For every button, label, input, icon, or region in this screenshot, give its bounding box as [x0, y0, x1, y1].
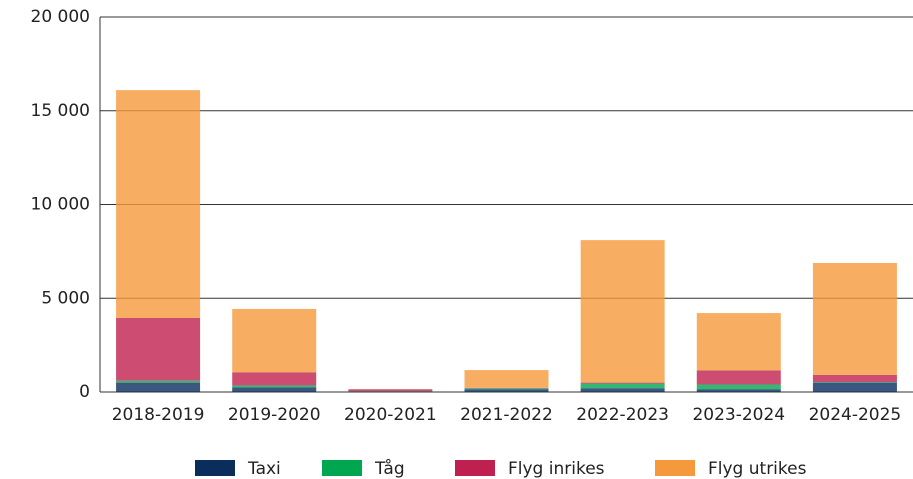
legend-swatch — [455, 460, 495, 476]
bar-segment — [580, 383, 665, 389]
legend-label: Flyg utrikes — [708, 459, 807, 479]
bar-segment — [348, 389, 433, 392]
legend-label: Flyg inrikes — [508, 459, 605, 479]
y-tick-label: 10 000 — [31, 195, 90, 215]
x-tick-label: 2022-2023 — [576, 405, 669, 425]
bar-segment — [464, 388, 549, 390]
bar-segment — [812, 374, 897, 383]
legend-label: Tåg — [374, 458, 405, 479]
x-tick-label: 2024-2025 — [809, 405, 902, 425]
bar-segment — [812, 263, 897, 375]
bar-segment — [696, 370, 781, 385]
bar-segment — [464, 389, 549, 392]
legend-swatch — [655, 460, 695, 476]
bar-segment — [580, 240, 665, 383]
x-tick-label: 2019-2020 — [228, 405, 321, 425]
y-tick-label: 15 000 — [31, 101, 90, 121]
bar-segment — [232, 385, 317, 388]
legend-swatch — [322, 460, 362, 476]
x-tick-label: 2023-2024 — [692, 405, 785, 425]
bar-segment — [580, 388, 665, 392]
bar-segment — [232, 372, 317, 386]
bar-segment — [232, 387, 317, 392]
bar-segment — [464, 370, 549, 388]
y-tick-label: 5 000 — [41, 288, 90, 308]
bar-segment — [696, 313, 781, 371]
bar-segment — [116, 380, 201, 383]
bar-segment — [696, 384, 781, 390]
bar-segment — [812, 382, 897, 383]
bar-segment — [116, 90, 201, 318]
bar-segment — [348, 391, 433, 392]
bar-segment — [116, 317, 201, 381]
legend-label: Taxi — [247, 459, 281, 479]
bar-segment — [580, 382, 665, 384]
legend-swatch — [195, 460, 235, 476]
x-tick-label: 2020-2021 — [344, 405, 437, 425]
x-tick-label: 2021-2022 — [460, 405, 553, 425]
y-tick-label: 20 000 — [31, 7, 90, 27]
y-tick-label: 0 — [79, 382, 90, 402]
x-tick-label: 2018-2019 — [112, 405, 205, 425]
bar-segment — [812, 382, 897, 392]
bar-segment — [116, 382, 201, 392]
bar-segment — [696, 389, 781, 392]
bar-segment — [232, 308, 317, 373]
